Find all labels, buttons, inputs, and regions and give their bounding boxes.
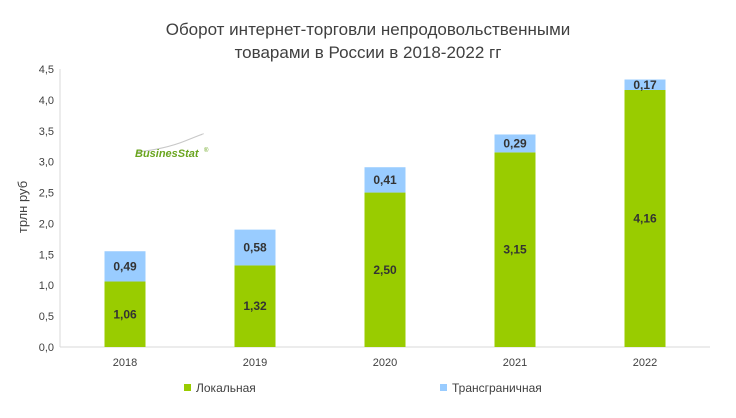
data-label: 4,16 <box>633 212 657 226</box>
bar-local-2020 <box>364 192 406 347</box>
chart-title: Оборот интернет-торговли непродовольстве… <box>0 18 736 64</box>
x-tick-label: 2020 <box>373 357 397 369</box>
legend-swatch <box>440 384 447 391</box>
x-tick-label: 2022 <box>633 357 657 369</box>
bar-crossborder-2021 <box>494 134 536 153</box>
y-tick-label: 4,0 <box>39 95 54 107</box>
businesstat-logo: BusinesStat ® <box>135 133 215 168</box>
data-label: 0,41 <box>373 173 397 187</box>
bar-local-2022 <box>624 90 666 347</box>
data-label: 1,32 <box>243 299 267 313</box>
bar-local-2019 <box>234 265 276 347</box>
x-tick-label: 2021 <box>503 357 527 369</box>
data-label: 0,17 <box>633 78 657 92</box>
bar-crossborder-2022 <box>624 79 666 91</box>
legend-label: Трансграничная <box>452 381 542 395</box>
bars: 1,06 0,49 1,32 0,58 2,50 0,41 3,15 0,29 4,16 0,17 <box>104 78 666 347</box>
legend: Локальная Трансграничная <box>184 381 542 395</box>
y-tick-label: 3,0 <box>39 157 54 169</box>
legend-swatch <box>184 384 191 391</box>
x-tick-label: 2019 <box>243 357 267 369</box>
chart-title-line-1: Оборот интернет-торговли непродовольстве… <box>165 20 571 39</box>
y-tick-label: 3,5 <box>39 126 54 138</box>
y-axis-label: трлн руб <box>15 181 30 233</box>
y-tick-label: 0,0 <box>39 342 54 354</box>
y-tick-label: 4,5 <box>39 64 54 76</box>
data-label: 3,15 <box>503 243 527 257</box>
bar-local-2018 <box>104 281 146 347</box>
x-tick-label: 2018 <box>113 357 137 369</box>
data-label: 0,58 <box>243 241 267 255</box>
y-tick-label: 1,5 <box>39 249 54 261</box>
x-tick-labels: 2018 2019 2020 2021 2022 <box>113 357 657 369</box>
data-label: 1,06 <box>113 307 137 321</box>
logo-swoosh-icon: BusinesStat ® <box>135 133 209 160</box>
y-tick-label: 1,0 <box>39 280 54 292</box>
bar-crossborder-2020 <box>364 167 406 193</box>
svg-text:BusinesStat: BusinesStat <box>135 148 200 160</box>
svg-text:®: ® <box>204 147 209 154</box>
legend-label: Локальная <box>196 381 256 395</box>
y-tick-label: 2,0 <box>39 218 54 230</box>
bar-local-2021 <box>494 152 536 347</box>
y-tick-labels: 0,0 0,5 1,0 1,5 2,0 2,5 3,0 3,5 4,0 4,5 <box>39 64 54 354</box>
data-label: 0,29 <box>503 136 527 150</box>
chart-title-line-2: товарами в России в 2018-2022 гг <box>234 43 502 62</box>
y-tick-label: 0,5 <box>39 311 54 323</box>
y-tick-label: 2,5 <box>39 188 54 200</box>
bar-crossborder-2019 <box>234 229 276 266</box>
data-label: 2,50 <box>373 263 397 277</box>
bar-crossborder-2018 <box>104 251 146 282</box>
data-label: 0,49 <box>113 259 137 273</box>
